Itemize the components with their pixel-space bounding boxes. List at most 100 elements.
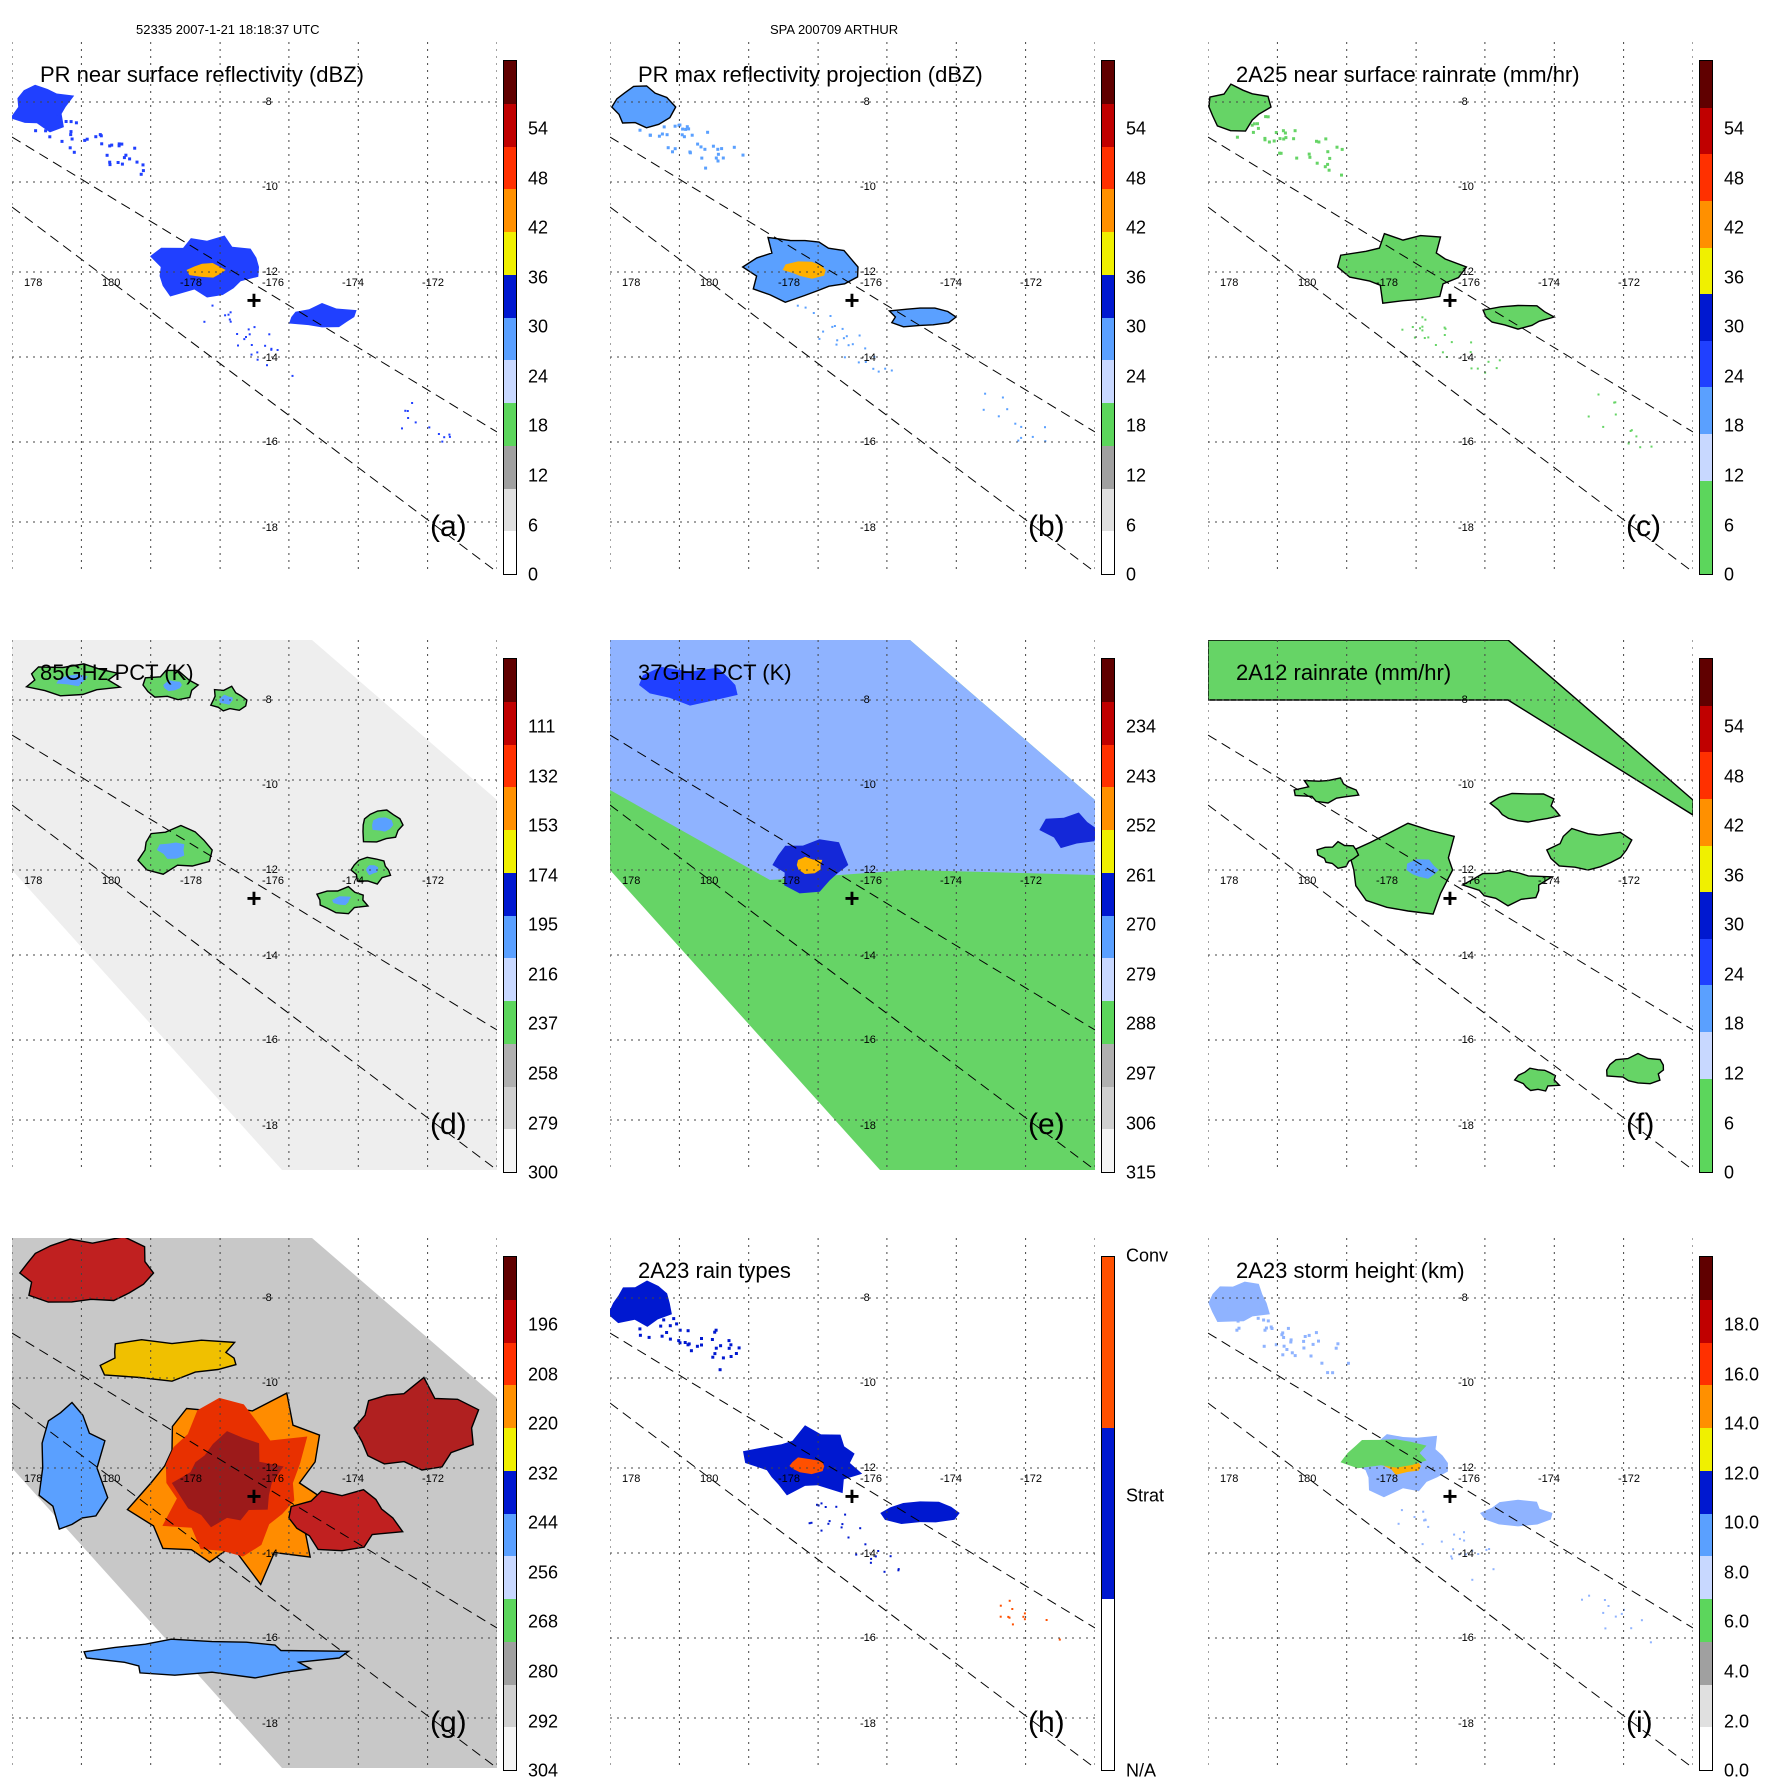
precip-pixel <box>1650 445 1653 448</box>
colorbar-segment <box>1700 705 1712 753</box>
precip-pixel <box>1281 1353 1285 1357</box>
precip-pixel <box>1444 327 1447 330</box>
precip-pixel <box>686 1329 690 1333</box>
precip-pixel <box>224 314 227 317</box>
precip-pixel <box>1613 401 1616 404</box>
lat-label: -14 <box>1458 1548 1474 1560</box>
colorbar-tick-label: 300 <box>528 1162 559 1183</box>
precip-pixel <box>291 374 294 377</box>
precip-pixel <box>250 344 253 346</box>
precip-pixel <box>1285 1348 1289 1351</box>
precip-pixel <box>666 146 670 150</box>
precip-pixel <box>678 1341 682 1345</box>
storm-center-marker: + <box>246 285 262 315</box>
precip-pixel <box>1630 1627 1633 1630</box>
colorbar-segment <box>504 958 516 1001</box>
lat-label: -14 <box>860 1548 876 1560</box>
precip-pixel <box>657 1306 661 1310</box>
colorbar-tick-label: 6 <box>528 515 539 535</box>
map-plot <box>12 42 497 572</box>
precip-pixel <box>1629 430 1632 432</box>
precip-pixel <box>1311 1342 1315 1346</box>
panel-letter: (b) <box>1028 510 1065 543</box>
pr-swath-edge <box>610 804 1095 1170</box>
pr-swath-edge <box>12 1402 497 1768</box>
precip-pixel <box>997 415 1000 418</box>
lon-label: -174 <box>1538 875 1561 887</box>
precip-pixel <box>124 153 128 157</box>
precip-pixel <box>675 1322 679 1326</box>
rain-cell <box>1480 1499 1553 1527</box>
cold-cloud <box>18 1238 155 1303</box>
lon-label: -178 <box>1376 277 1399 289</box>
lat-label: -10 <box>860 181 876 193</box>
precip-pixel <box>1427 1525 1430 1528</box>
map-plot <box>1208 640 1693 1170</box>
precip-pixel <box>1450 341 1453 344</box>
map-area <box>1208 640 1693 1170</box>
precip-pixel <box>648 133 652 137</box>
precip-pixel <box>1023 1612 1026 1615</box>
precip-pixel <box>268 333 271 336</box>
panel-a: 178 180 -178 -176 -174 -172 -8 -10 -12 -14 -16 -18 +… <box>0 30 570 585</box>
colorbar-tick-label: 12 <box>528 465 549 486</box>
precip-pixel <box>1470 367 1473 370</box>
precip-pixel <box>1464 1553 1467 1556</box>
precip-pixel <box>1597 393 1600 396</box>
precip-pixel <box>1614 413 1617 416</box>
precip-pixel <box>836 339 839 342</box>
map-area <box>610 42 1095 572</box>
lat-label: -8 <box>262 1292 272 1304</box>
colorbar-tick-label: 153 <box>528 815 559 836</box>
precip-pixel <box>732 145 736 149</box>
colorbar-tick-label: 36 <box>1724 865 1745 886</box>
precip-pixel <box>1471 1578 1474 1581</box>
colorbar-segment <box>1700 1641 1712 1685</box>
precip-pixel <box>1256 122 1259 126</box>
precip-pixel <box>665 1331 669 1334</box>
precip-pixel <box>711 144 715 148</box>
precip-pixel <box>141 169 145 173</box>
colorbar-segment <box>504 1684 516 1728</box>
precip-pixel <box>883 1570 886 1573</box>
panel-title: 2A23 storm height (km) <box>1236 1258 1465 1283</box>
precip-pixel <box>1295 156 1299 160</box>
low-pct-core <box>372 817 394 832</box>
precip-pixel <box>687 1342 691 1346</box>
precip-pixel <box>94 135 98 139</box>
precip-pixel <box>1239 116 1243 120</box>
lat-label: -12 <box>860 1462 876 1474</box>
precip-pixel <box>85 137 89 141</box>
lon-label: -172 <box>1618 875 1641 887</box>
precip-pixel <box>729 1343 733 1347</box>
colorbar-segment <box>1102 189 1114 232</box>
precip-pixel <box>716 147 720 151</box>
colorbar-tick-label: Conv <box>1126 1245 1169 1266</box>
colorbar-tick-label: 315 <box>1126 1162 1157 1183</box>
colorbar-segment <box>1700 1385 1712 1428</box>
lon-label: -176 <box>1458 1473 1481 1485</box>
precip-pixel <box>411 402 414 404</box>
rain-core <box>789 1457 825 1475</box>
precip-pixel <box>270 347 273 350</box>
precip-pixel <box>1278 151 1282 155</box>
colorbar-tick-label: 216 <box>528 964 559 985</box>
precip-pixel <box>1440 1540 1443 1543</box>
low-pct-core <box>219 694 233 705</box>
lon-label: -176 <box>860 875 883 887</box>
colorbar-segment <box>504 317 516 361</box>
precip-pixel <box>660 1334 664 1338</box>
lat-label: -16 <box>1458 1632 1474 1644</box>
map-plot <box>1208 42 1693 572</box>
precip-pixel <box>45 109 49 113</box>
lon-label: -176 <box>860 277 883 289</box>
colorbar-segment <box>1102 274 1114 318</box>
colorbar-segment <box>504 274 516 318</box>
colorbar-tick-label: 297 <box>1126 1063 1157 1084</box>
precip-pixel <box>69 120 73 124</box>
precip-pixel <box>1588 1594 1591 1597</box>
precip-pixel <box>276 349 279 351</box>
precip-pixel <box>673 124 677 128</box>
precip-pixel <box>864 361 867 363</box>
colorbar-segment <box>504 488 516 532</box>
